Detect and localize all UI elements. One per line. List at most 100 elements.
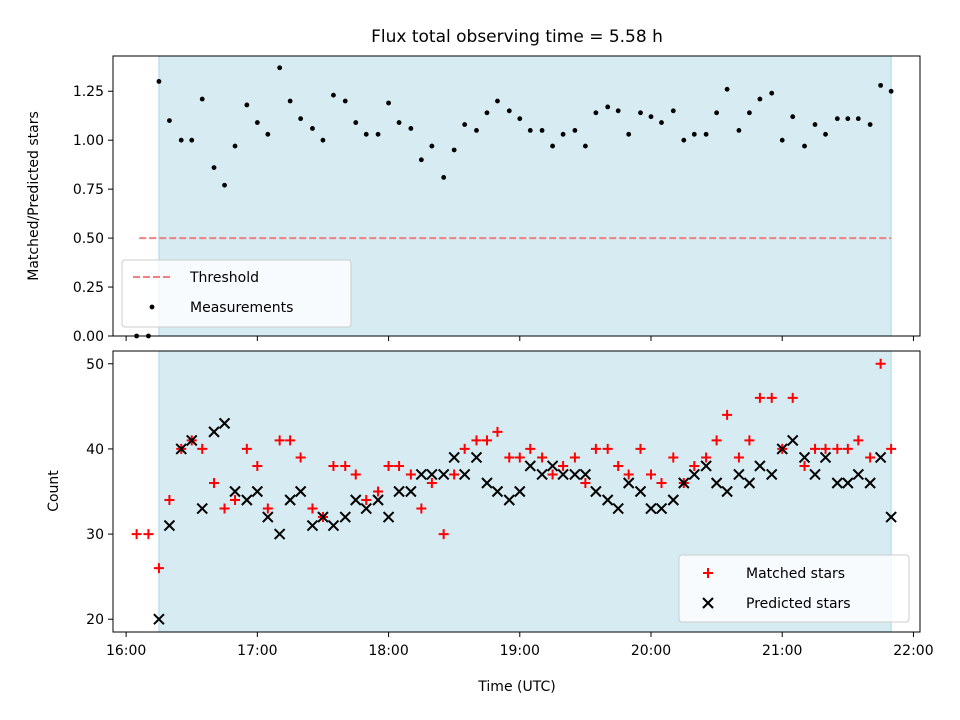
measurement-point [757, 96, 763, 102]
predicted-star-point [569, 468, 581, 481]
predicted-star-point [503, 494, 515, 506]
matched-star-point [875, 358, 886, 369]
matched-star-point [350, 469, 361, 480]
y-tick-label: 0.75 [73, 182, 104, 198]
predicted-star-point [393, 485, 405, 498]
measurement-point [659, 120, 664, 125]
predicted-star-point [678, 477, 690, 489]
matched-star-point [285, 435, 296, 446]
y-tick-label: 50 [86, 357, 104, 373]
measurement-point [670, 108, 676, 114]
matched-star-point [558, 460, 569, 471]
measurement-point [277, 65, 283, 71]
measurement-point [845, 116, 851, 122]
predicted-star-point [196, 502, 208, 515]
measurements-legend-label: Measurements [190, 300, 293, 316]
matched-star-point [504, 452, 515, 463]
matched-star-point [602, 443, 613, 454]
ratio-panel: 0.00 0.25 0.50 0.75 1.00 1.25 Flux total obse… [26, 27, 921, 345]
predicted-star-point [437, 468, 450, 481]
matched-star-point [241, 443, 252, 454]
measurement-point [244, 102, 250, 108]
measurement-point [375, 131, 381, 137]
predicted-star-point [710, 477, 723, 489]
measurement-point [691, 131, 697, 137]
predicted-star-point [458, 468, 471, 481]
matched-star-point [744, 435, 755, 446]
predicted-star-point [339, 511, 351, 523]
matched-star-point [668, 452, 679, 463]
measurement-point [779, 137, 785, 143]
predicted-star-point [809, 468, 821, 481]
measurement-point [615, 108, 621, 114]
predicted-star-point [405, 485, 417, 498]
measurement-point [320, 137, 326, 143]
measurement-point [747, 110, 752, 116]
measurement-point [474, 128, 479, 133]
predicted-star-point [819, 451, 832, 464]
predicted-star-point [470, 451, 483, 464]
measurement-point [648, 114, 654, 120]
predicted-star-point [524, 460, 536, 472]
ratio-y-axis-ticks: 0.00 0.25 0.50 0.75 1.00 1.25 [73, 84, 113, 345]
measurement-point [396, 120, 402, 125]
measurement-point [353, 120, 359, 125]
y-tick-label: 40 [86, 442, 104, 458]
matched-star-point [131, 529, 142, 540]
predicted-star-point [251, 485, 264, 498]
y-tick-label: 1.25 [73, 84, 104, 100]
predicted-star-point [743, 477, 756, 489]
measurement-point [211, 165, 217, 171]
x-tick-label: 18:00 [368, 643, 408, 659]
matched-star-point [787, 392, 798, 403]
predicted-star-point [864, 477, 876, 489]
matched-star-point [230, 495, 241, 506]
matched-legend-label: Matched stars [746, 566, 845, 582]
predicted-star-point [294, 485, 307, 498]
measurement-point [855, 116, 861, 122]
count-y-axis-label: Count [46, 470, 62, 512]
matched-star-point [842, 443, 853, 454]
measurement-point [790, 114, 796, 120]
matched-star-point [274, 435, 285, 446]
matched-star-point [492, 426, 503, 437]
predicted-legend-label: Predicted stars [746, 596, 851, 612]
measurement-point [638, 110, 643, 116]
x-tick-label: 19:00 [500, 643, 540, 659]
measurement-point [484, 110, 490, 116]
measurement-point [199, 96, 205, 102]
measurement-point [232, 143, 238, 149]
matched-star-point [394, 460, 405, 471]
measurement-point [714, 110, 720, 116]
measurement-point [802, 143, 807, 149]
predicted-star-point [208, 426, 220, 438]
y-tick-label: 0.25 [73, 280, 104, 296]
matched-star-point [383, 460, 394, 471]
predicted-star-point [360, 502, 372, 515]
matched-star-point [405, 469, 416, 480]
matched-star-point [252, 460, 263, 471]
matched-star-point [537, 452, 548, 463]
predicted-star-point [273, 528, 286, 540]
measurement-point [605, 104, 611, 110]
matched-star-point [143, 529, 154, 540]
measurement-point [310, 126, 315, 131]
matched-star-points [131, 358, 897, 574]
measurement-point [189, 137, 195, 143]
predicted-star-point [874, 451, 887, 464]
matched-star-point [209, 477, 220, 488]
predicted-star-point [382, 511, 395, 523]
measurement-point [878, 82, 884, 88]
measurement-point [331, 92, 336, 98]
predicted-star-point [601, 494, 614, 506]
predicted-star-point [186, 434, 198, 447]
predicted-star-point [766, 468, 778, 481]
predicted-star-point [634, 485, 647, 498]
matched-star-point [219, 503, 230, 514]
measurement-point [363, 131, 369, 137]
predicted-star-points [153, 417, 897, 625]
predicted-star-point [372, 494, 384, 506]
matched-star-point [689, 460, 700, 471]
measurement-point [254, 120, 260, 125]
predicted-star-point [590, 485, 602, 498]
